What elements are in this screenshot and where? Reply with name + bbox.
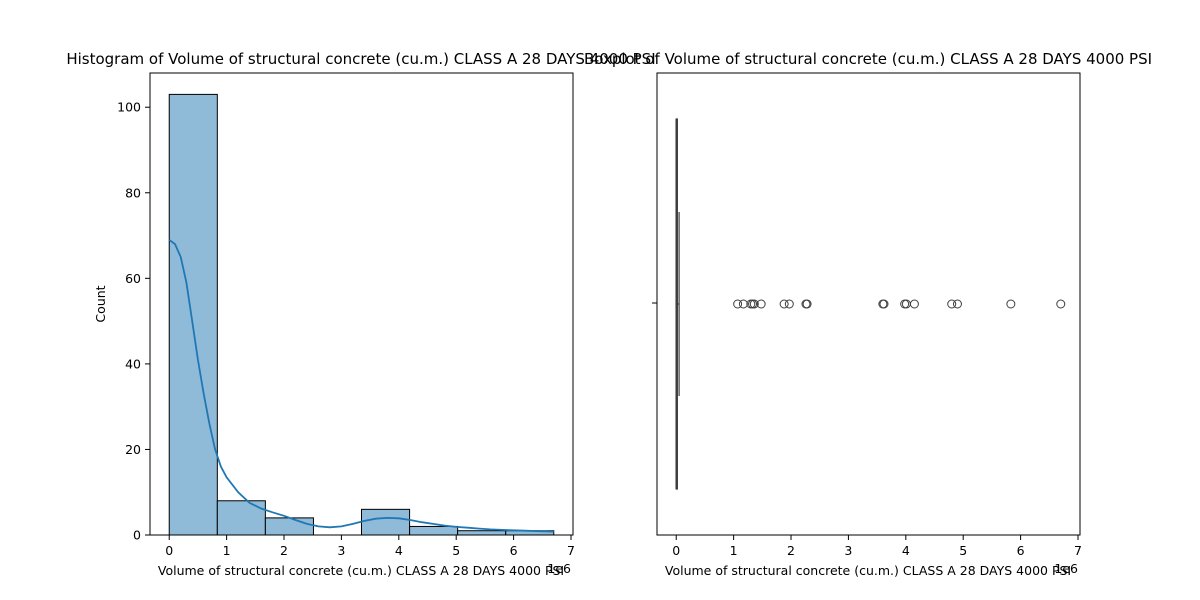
boxplot-outlier-point (756, 299, 766, 309)
histogram-y-tick-label: 20 (125, 442, 141, 457)
histogram-bar (168, 93, 218, 536)
kde-curve (168, 239, 554, 533)
boxplot-x-tick-label: 2 (787, 543, 795, 558)
boxplot-x-label: Volume of structural concrete (cu.m.) CL… (665, 563, 1071, 578)
histogram-x-ticks: 0 1 2 3 4 5 6 7 (165, 535, 575, 558)
boxplot-outlier-point (909, 299, 919, 309)
boxplot-title: Boxplot of Volume of structural concrete… (584, 50, 1152, 68)
histogram-x-tick-label: 4 (395, 543, 403, 558)
boxplot-outlier-point (952, 299, 962, 309)
boxplot-outlier-point (733, 299, 743, 309)
histogram-x-tick-label: 3 (337, 543, 345, 558)
boxplot-box (675, 118, 680, 490)
boxplot-x-tick-label: 6 (1017, 543, 1025, 558)
boxplot-outlier-point (1056, 299, 1066, 309)
histogram-y-tick-label: 40 (125, 356, 141, 371)
histogram-x-tick-label: 2 (280, 543, 288, 558)
histogram-chart: Histogram of Volume of structural concre… (66, 50, 655, 578)
histogram-bar (409, 525, 459, 536)
boxplot-axes-frame (656, 72, 1081, 536)
boxplot-outlier-point (1006, 299, 1016, 309)
boxplot-outlier-point (738, 299, 748, 309)
boxplot-x-ticks: 0 1 2 3 4 5 6 7 (672, 535, 1082, 558)
boxplot-x-tick-label: 4 (902, 543, 910, 558)
boxplot-x-offset: 1e6 (1054, 561, 1078, 576)
histogram-axes-frame (149, 72, 574, 536)
histogram-x-tick-label: 6 (510, 543, 518, 558)
boxplot-chart: Boxplot of Volume of structural concrete… (584, 50, 1152, 578)
histogram-y-ticks: 0 20 40 60 80 100 (117, 100, 150, 543)
boxplot-x-tick-label: 7 (1074, 543, 1082, 558)
histogram-bar (361, 508, 411, 536)
histogram-x-tick-label: 7 (567, 543, 575, 558)
histogram-y-tick-label: 60 (125, 271, 141, 286)
boxplot-outliers (733, 299, 1066, 309)
histogram-y-tick-label: 80 (125, 185, 141, 200)
histogram-title: Histogram of Volume of structural concre… (66, 50, 655, 68)
histogram-x-label: Volume of structural concrete (cu.m.) CL… (158, 563, 564, 578)
histogram-x-tick-label: 1 (223, 543, 231, 558)
boxplot-x-tick-label: 0 (672, 543, 680, 558)
boxplot-outlier-point (947, 299, 957, 309)
histogram-y-label: Count (93, 285, 108, 322)
boxplot-outlier-point (749, 299, 759, 309)
boxplot-outlier-point (879, 299, 889, 309)
boxplot-x-tick-label: 5 (959, 543, 967, 558)
boxplot-x-tick-label: 3 (844, 543, 852, 558)
histogram-x-tick-label: 0 (165, 543, 173, 558)
histogram-y-tick-label: 0 (133, 528, 141, 543)
histogram-bar (264, 517, 314, 536)
histogram-bar (216, 500, 266, 536)
histogram-bar (457, 530, 507, 536)
histogram-x-offset: 1e6 (547, 561, 571, 576)
boxplot-outlier-point (779, 299, 789, 309)
histogram-y-tick-label: 100 (117, 100, 141, 115)
boxplot-x-tick-label: 1 (730, 543, 738, 558)
histogram-x-tick-label: 5 (452, 543, 460, 558)
boxplot-outlier-point (802, 299, 812, 309)
boxplot-outlier-point (784, 299, 794, 309)
